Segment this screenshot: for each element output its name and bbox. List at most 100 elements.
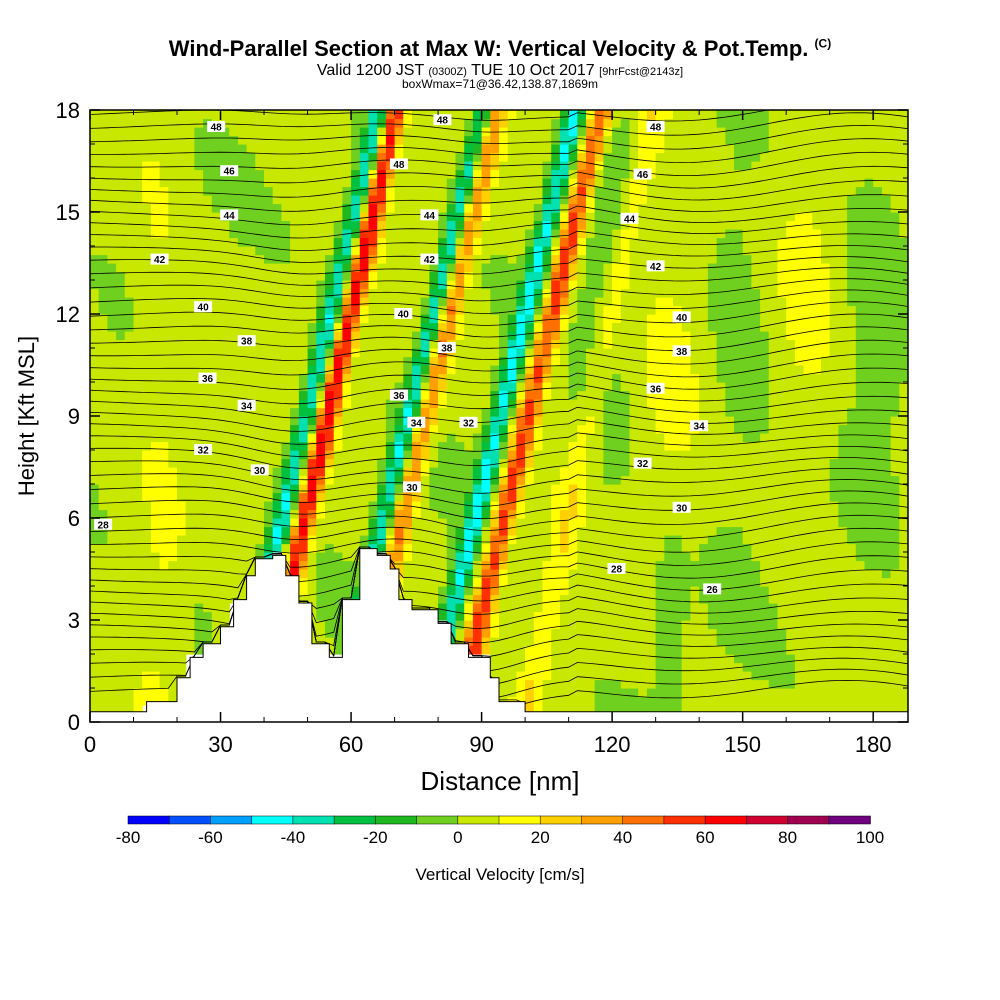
velocity-cell — [107, 654, 117, 664]
velocity-cell — [707, 433, 718, 443]
velocity-cell — [533, 637, 544, 647]
velocity-cell — [333, 339, 343, 349]
velocity-cell — [620, 382, 631, 392]
velocity-cell — [725, 203, 735, 213]
velocity-cell — [533, 280, 544, 290]
velocity-cell — [638, 416, 648, 426]
velocity-cell — [368, 280, 378, 290]
velocity-cell — [272, 407, 282, 417]
velocity-cell — [568, 424, 578, 434]
velocity-cell — [116, 280, 126, 290]
velocity-cell — [612, 237, 622, 247]
velocity-cell — [124, 535, 135, 545]
velocity-cell — [472, 314, 483, 324]
velocity-cell — [568, 246, 578, 256]
velocity-cell — [194, 645, 204, 655]
velocity-cell — [246, 254, 256, 264]
velocity-cell — [707, 645, 718, 655]
velocity-cell — [133, 705, 143, 715]
velocity-cell — [116, 144, 126, 154]
velocity-cell — [516, 254, 526, 264]
velocity-cell — [116, 212, 126, 222]
velocity-cell — [751, 603, 761, 613]
velocity-cell — [742, 475, 752, 485]
velocity-cell — [655, 161, 665, 171]
velocity-cell — [194, 526, 204, 536]
velocity-cell — [368, 509, 378, 519]
velocity-cell — [516, 637, 526, 647]
velocity-cell — [394, 280, 404, 290]
velocity-cell — [516, 416, 526, 426]
velocity-cell — [246, 288, 256, 298]
velocity-cell — [472, 560, 483, 570]
velocity-cell — [716, 620, 726, 630]
velocity-cell — [255, 110, 265, 120]
velocity-cell — [681, 229, 691, 239]
velocity-cell — [612, 416, 622, 426]
velocity-cell — [281, 314, 291, 324]
velocity-cell — [664, 424, 674, 434]
velocity-cell — [316, 178, 326, 188]
velocity-cell — [133, 552, 143, 562]
velocity-cell — [351, 297, 361, 307]
velocity-cell — [751, 501, 761, 511]
velocity-cell — [533, 263, 544, 273]
velocity-cell — [133, 586, 143, 596]
velocity-cell — [690, 339, 700, 349]
velocity-cell — [133, 161, 143, 171]
velocity-cell — [542, 246, 552, 256]
velocity-cell — [594, 110, 604, 120]
velocity-cell — [516, 577, 526, 587]
velocity-cell — [255, 416, 265, 426]
velocity-cell — [725, 161, 735, 171]
velocity-cell — [333, 152, 343, 162]
velocity-cell — [351, 458, 361, 468]
velocity-cell — [446, 586, 457, 596]
velocity-cell — [325, 611, 335, 621]
velocity-cell — [620, 118, 631, 128]
velocity-cell — [525, 441, 535, 451]
velocity-cell — [368, 356, 378, 366]
velocity-cell — [490, 450, 500, 460]
velocity-cell — [203, 271, 213, 281]
velocity-cell — [116, 637, 126, 647]
velocity-cell — [316, 305, 326, 315]
velocity-cell — [646, 594, 657, 604]
velocity-cell — [690, 127, 700, 137]
velocity-cell — [220, 203, 230, 213]
velocity-cell — [525, 135, 535, 145]
velocity-cell — [385, 407, 396, 417]
velocity-cell — [203, 178, 213, 188]
velocity-cell — [359, 237, 370, 247]
velocity-cell — [481, 195, 491, 205]
velocity-cell — [124, 322, 135, 332]
velocity-cell — [368, 186, 378, 196]
velocity-cell — [255, 399, 265, 409]
velocity-cell — [620, 407, 631, 417]
velocity-cell — [586, 552, 596, 562]
velocity-cell — [559, 178, 570, 188]
velocity-cell — [507, 254, 517, 264]
velocity-cell — [533, 679, 544, 689]
velocity-cell — [707, 348, 718, 358]
velocity-cell — [612, 645, 622, 655]
velocity-cell — [446, 314, 457, 324]
velocity-cell — [142, 586, 152, 596]
velocity-cell — [290, 152, 300, 162]
velocity-cell — [385, 271, 396, 281]
velocity-cell — [133, 620, 143, 630]
velocity-cell — [255, 509, 265, 519]
velocity-cell — [255, 543, 265, 553]
velocity-cell — [359, 535, 370, 545]
velocity-cell — [264, 518, 274, 528]
velocity-cell — [107, 212, 117, 222]
velocity-cell — [333, 348, 343, 358]
velocity-cell — [464, 424, 474, 434]
velocity-cell — [577, 203, 587, 213]
velocity-cell — [716, 339, 726, 349]
velocity-cell — [734, 492, 744, 502]
velocity-cell — [673, 118, 683, 128]
velocity-cell — [342, 467, 352, 477]
velocity-cell — [481, 178, 491, 188]
velocity-cell — [551, 399, 561, 409]
